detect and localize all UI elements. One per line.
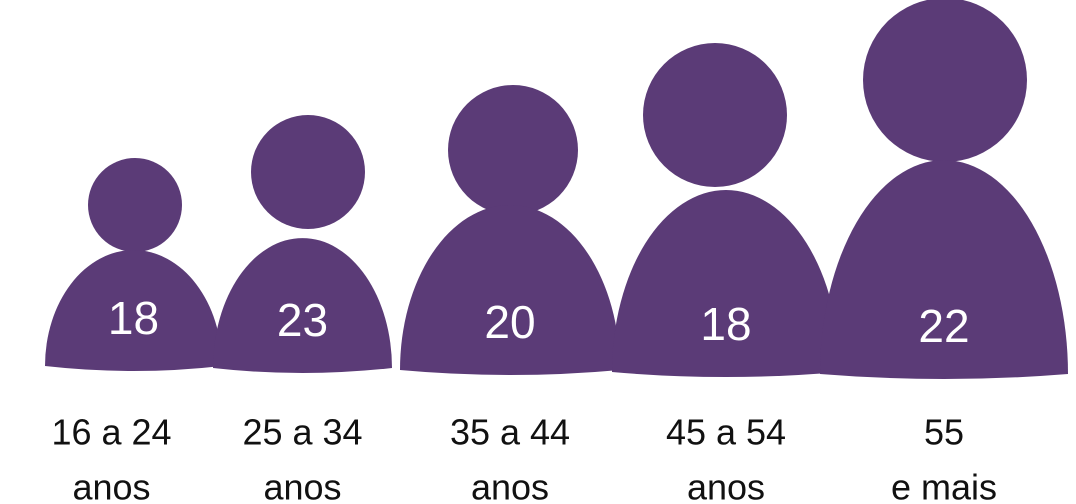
value-label: 22 <box>918 300 969 352</box>
person-body <box>400 205 620 375</box>
value-label: 18 <box>108 292 159 344</box>
value-label: 23 <box>277 294 328 346</box>
category-label: 16 a 24 <box>51 412 171 453</box>
person-head <box>643 43 787 187</box>
person-icon: 22 <box>820 0 1068 379</box>
person-head <box>88 158 182 252</box>
category-label: e mais <box>891 467 997 504</box>
person-head <box>251 115 365 229</box>
category-label: 45 a 54 <box>666 412 786 453</box>
category-label: anos <box>72 467 150 504</box>
person-body <box>213 238 392 373</box>
category-label: anos <box>263 467 341 504</box>
category-label: anos <box>471 467 549 504</box>
person-icon: 18 <box>45 158 222 371</box>
person-body <box>612 190 840 377</box>
person-head <box>448 85 578 215</box>
person-body <box>820 160 1068 379</box>
person-icon: 23 <box>213 115 392 373</box>
person-icon: 20 <box>400 85 620 375</box>
value-label: 20 <box>484 296 535 348</box>
person-icon: 18 <box>612 43 840 377</box>
person-head <box>863 0 1027 162</box>
person-body <box>45 250 222 371</box>
category-label: 55 <box>924 412 964 453</box>
value-label: 18 <box>700 298 751 350</box>
category-label: anos <box>687 467 765 504</box>
category-label: 25 a 34 <box>242 412 362 453</box>
category-label: 35 a 44 <box>450 412 570 453</box>
